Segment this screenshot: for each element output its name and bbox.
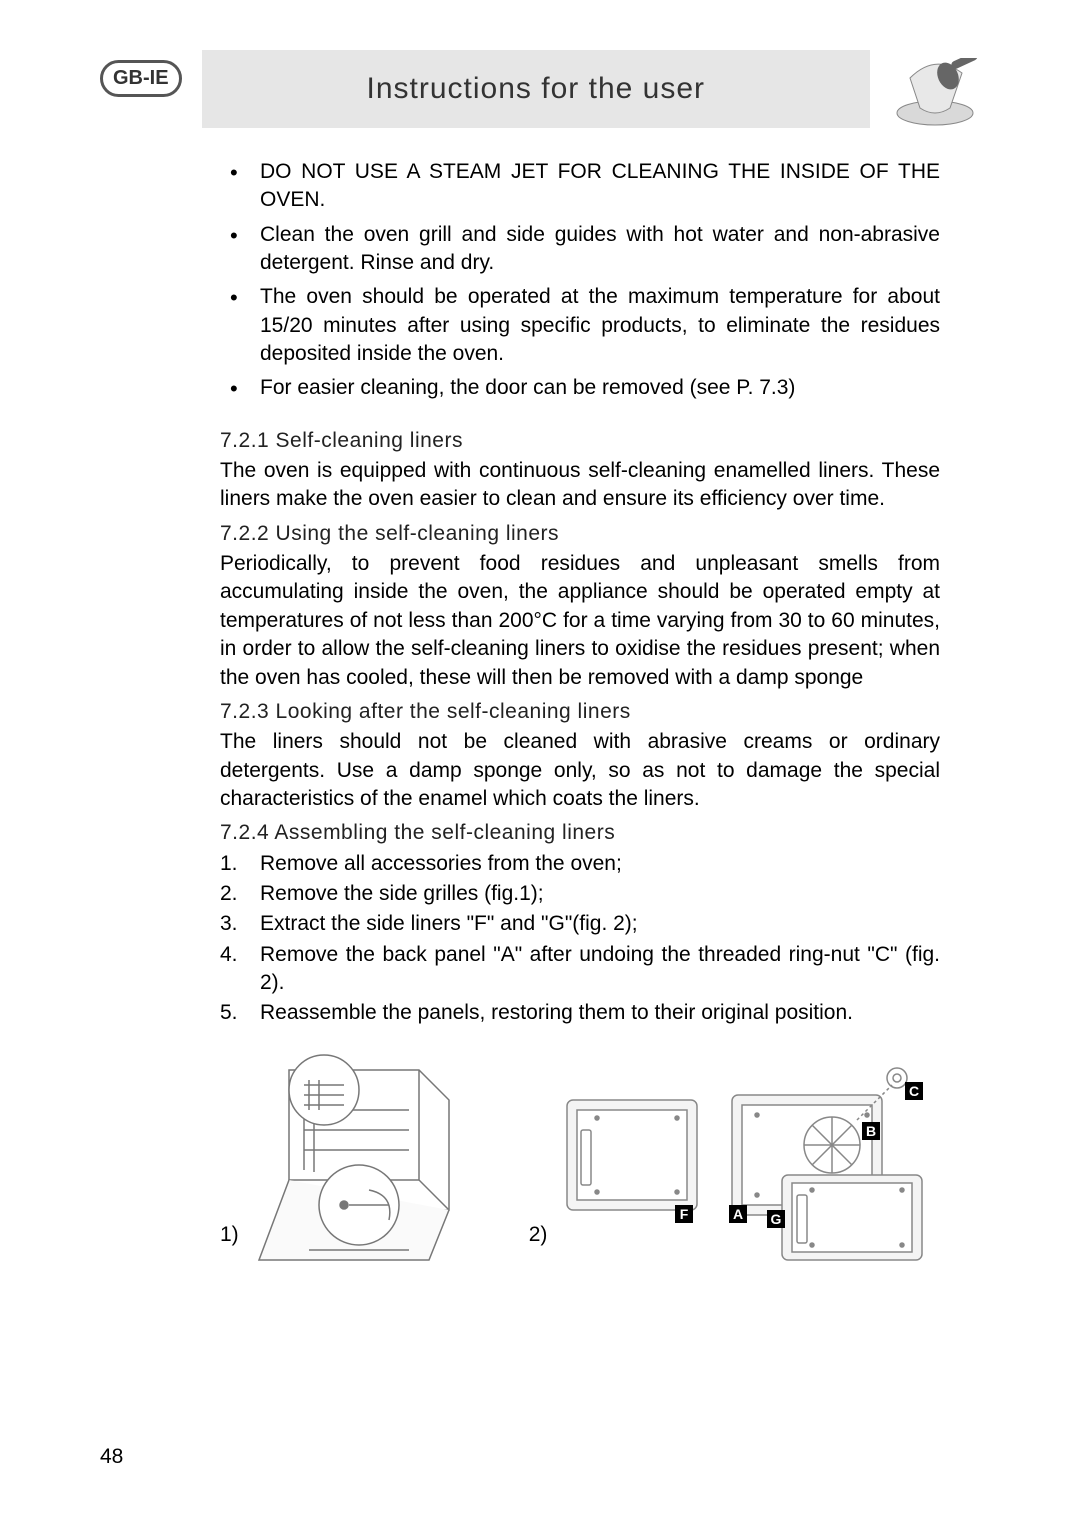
step-item: 4.Remove the back panel "A" after undoin… (220, 941, 940, 998)
callout-b: B (866, 1123, 876, 1139)
figures-row: 1) (220, 1040, 940, 1270)
panels-diagram-icon: F A B C G (557, 1060, 937, 1270)
step-item: 5.Reassemble the panels, restoring them … (220, 999, 940, 1027)
step-text: Remove the side grilles (fig.1); (260, 882, 544, 905)
language-badge: GB-IE (100, 60, 182, 97)
figure-label: 1) (220, 1221, 239, 1269)
section-body: The oven is equipped with continuous sel… (220, 457, 940, 514)
page-number: 48 (100, 1445, 123, 1469)
step-text: Extract the side liners "F" and "G"(fig.… (260, 912, 638, 935)
page-header: GB-IE Instructions for the user (100, 50, 980, 128)
callout-f: F (680, 1206, 689, 1222)
bullet-item: The oven should be operated at the maxim… (220, 283, 940, 368)
section-body: Periodically, to prevent food residues a… (220, 550, 940, 692)
assembly-steps: 1.Remove all accessories from the oven; … (220, 850, 940, 1028)
section-heading: 7.2.2 Using the self-cleaning liners (220, 520, 940, 548)
step-item: 2.Remove the side grilles (fig.1); (220, 880, 940, 908)
step-item: 1.Remove all accessories from the oven; (220, 850, 940, 878)
callout-c: C (909, 1083, 919, 1099)
step-text: Remove all accessories from the oven; (260, 852, 622, 875)
bullet-item: For easier cleaning, the door can be rem… (220, 374, 940, 402)
warning-bullet-list: DO NOT USE A STEAM JET FOR CLEANING THE … (220, 158, 940, 403)
section-heading: 7.2.4 Assembling the self-cleaning liner… (220, 819, 940, 847)
content-area: DO NOT USE A STEAM JET FOR CLEANING THE … (220, 158, 940, 1270)
callout-g: G (771, 1211, 782, 1227)
bullet-item: DO NOT USE A STEAM JET FOR CLEANING THE … (220, 158, 940, 215)
step-text: Reassemble the panels, restoring them to… (260, 1001, 853, 1024)
illustration-icon (890, 58, 980, 128)
step-item: 3.Extract the side liners "F" and "G"(fi… (220, 910, 940, 938)
section-heading: 7.2.3 Looking after the self-cleaning li… (220, 698, 940, 726)
figure-1: 1) (220, 1040, 469, 1270)
page-title-banner: Instructions for the user (202, 50, 870, 128)
step-text: Remove the back panel "A" after undoing … (260, 943, 940, 994)
page-root: GB-IE Instructions for the user DO NOT U… (0, 0, 1080, 1529)
section-body: The liners should not be cleaned with ab… (220, 728, 940, 813)
bullet-item: Clean the oven grill and side guides wit… (220, 221, 940, 278)
callout-a: A (733, 1206, 743, 1222)
figure-label: 2) (529, 1221, 548, 1269)
oven-diagram-icon (249, 1040, 469, 1270)
section-heading: 7.2.1 Self-cleaning liners (220, 427, 940, 455)
figure-2: 2) (529, 1060, 938, 1270)
